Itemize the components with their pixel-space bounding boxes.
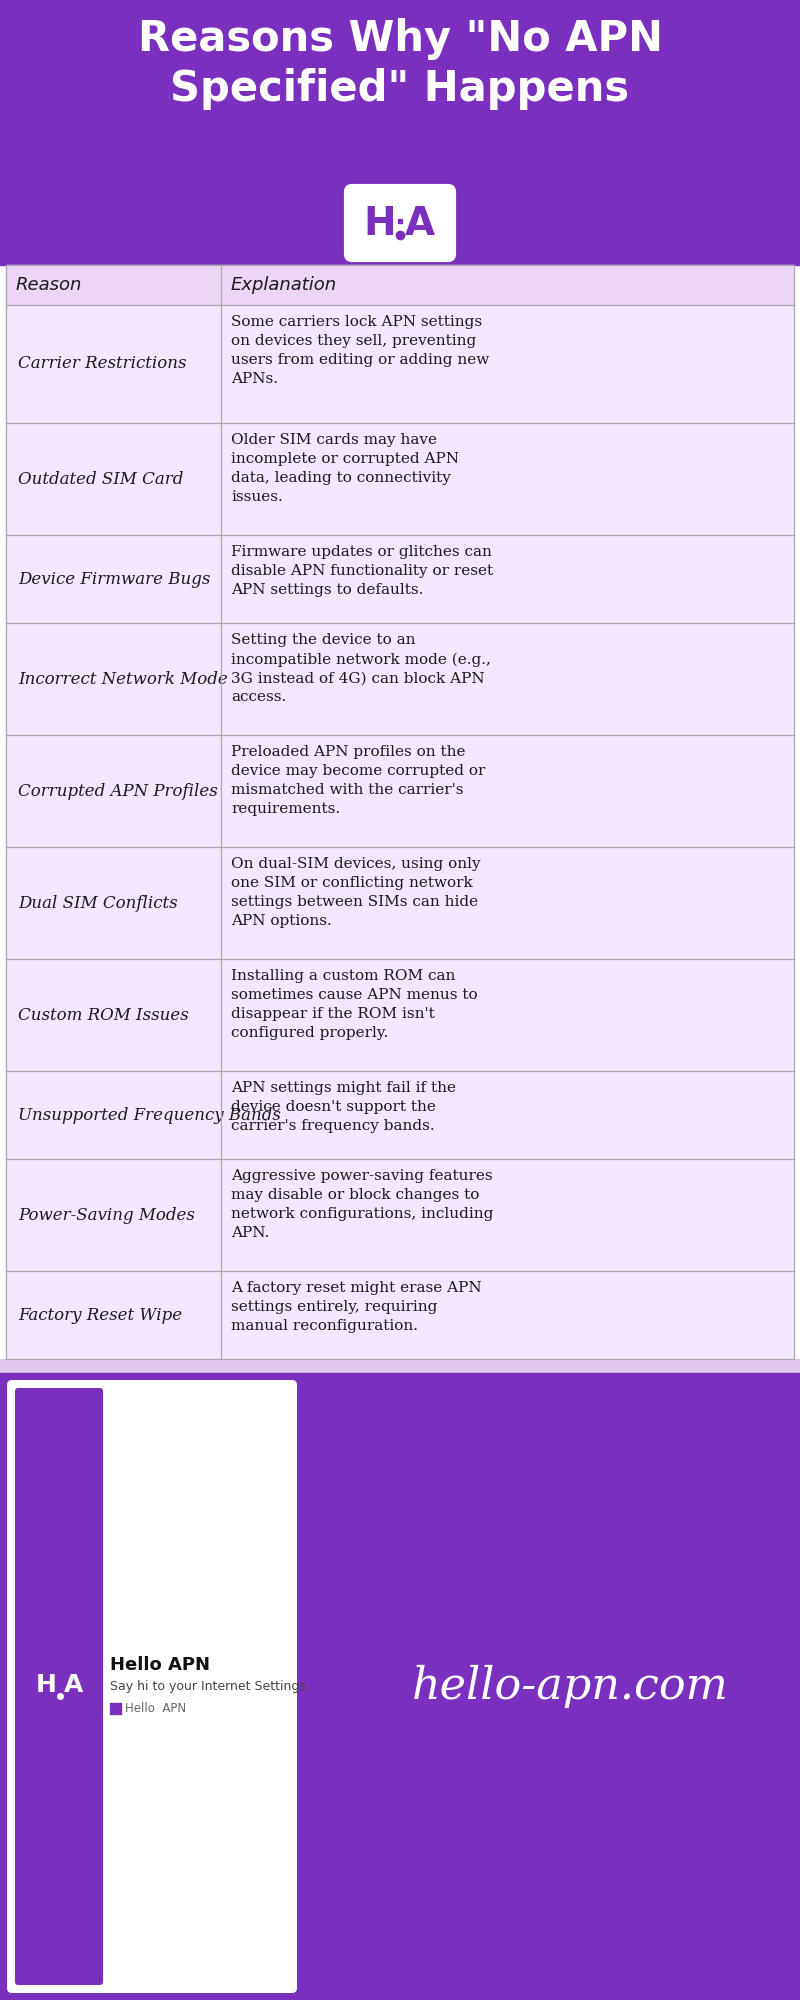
Text: Older SIM cards may have
incomplete or corrupted APN
data, leading to connectivi: Older SIM cards may have incomplete or c… (231, 434, 459, 504)
Text: H: H (35, 1672, 57, 1696)
Bar (6, 1272, 221, 1360)
Text: Incorrect Network Mode: Incorrect Network Mode (18, 670, 228, 688)
Text: Dual SIM Conflicts: Dual SIM Conflicts (18, 894, 178, 912)
Bar (6, 304, 221, 424)
FancyBboxPatch shape (346, 186, 454, 260)
Bar (6, 264, 221, 304)
Bar (6, 734, 221, 848)
Text: Device Firmware Bugs: Device Firmware Bugs (18, 570, 210, 588)
Bar (6, 624, 221, 734)
Bar (6, 848, 221, 960)
Bar (221, 734, 794, 848)
Text: hello-apn.com: hello-apn.com (411, 1664, 729, 1708)
Bar (6, 424, 221, 534)
Text: A: A (64, 1672, 84, 1696)
Bar (6, 1160, 221, 1272)
Bar (221, 848, 794, 960)
Text: Outdated SIM Card: Outdated SIM Card (18, 470, 183, 488)
Text: Say hi to your Internet Settings: Say hi to your Internet Settings (110, 1680, 306, 1692)
Bar (6, 1072, 221, 1160)
Bar (221, 624, 794, 734)
Bar (221, 1072, 794, 1160)
Bar (6, 534, 221, 624)
Text: On dual-SIM devices, using only
one SIM or conflicting network
settings between : On dual-SIM devices, using only one SIM … (231, 856, 481, 928)
Text: Explanation: Explanation (231, 276, 337, 294)
Bar (221, 534, 794, 624)
Bar (221, 1272, 794, 1360)
Bar (0, 0, 800, 264)
Bar (221, 264, 794, 304)
Text: Hello APN: Hello APN (110, 1656, 210, 1674)
Text: Installing a custom ROM can
sometimes cause APN menus to
disappear if the ROM is: Installing a custom ROM can sometimes ca… (231, 970, 478, 1040)
Text: Factory Reset Wipe: Factory Reset Wipe (18, 1306, 182, 1324)
Bar (110, 1702, 121, 1714)
FancyBboxPatch shape (15, 1388, 103, 1984)
Text: A: A (405, 206, 435, 242)
Text: Unsupported Frequency Bands: Unsupported Frequency Bands (18, 1106, 281, 1124)
Text: Hello  APN: Hello APN (125, 1702, 186, 1714)
Text: H: H (364, 206, 396, 242)
Bar (6, 960, 221, 1072)
Bar (0, 1360, 800, 1372)
Text: Aggressive power-saving features
may disable or block changes to
network configu: Aggressive power-saving features may dis… (231, 1168, 494, 1240)
Text: Power-Saving Modes: Power-Saving Modes (18, 1206, 195, 1224)
Text: A factory reset might erase APN
settings entirely, requiring
manual reconfigurat: A factory reset might erase APN settings… (231, 1282, 482, 1332)
Text: APN settings might fail if the
device doesn't support the
carrier's frequency ba: APN settings might fail if the device do… (231, 1080, 456, 1132)
Bar (0, 1372, 800, 2000)
Text: Reason: Reason (16, 276, 82, 294)
Bar (221, 424, 794, 534)
Bar (221, 1160, 794, 1272)
Text: Setting the device to an
incompatible network mode (e.g.,
3G instead of 4G) can : Setting the device to an incompatible ne… (231, 632, 491, 704)
Text: Corrupted APN Profiles: Corrupted APN Profiles (18, 782, 218, 800)
Bar (221, 960, 794, 1072)
Text: Carrier Restrictions: Carrier Restrictions (18, 356, 186, 372)
Text: Preloaded APN profiles on the
device may become corrupted or
mismatched with the: Preloaded APN profiles on the device may… (231, 744, 486, 816)
Text: Firmware updates or glitches can
disable APN functionality or reset
APN settings: Firmware updates or glitches can disable… (231, 544, 493, 596)
FancyBboxPatch shape (7, 1380, 297, 1992)
Text: Some carriers lock APN settings
on devices they sell, preventing
users from edit: Some carriers lock APN settings on devic… (231, 314, 490, 386)
Bar (221, 304, 794, 424)
Text: Custom ROM Issues: Custom ROM Issues (18, 1006, 189, 1024)
Text: Reasons Why "No APN
Specified" Happens: Reasons Why "No APN Specified" Happens (138, 18, 662, 110)
